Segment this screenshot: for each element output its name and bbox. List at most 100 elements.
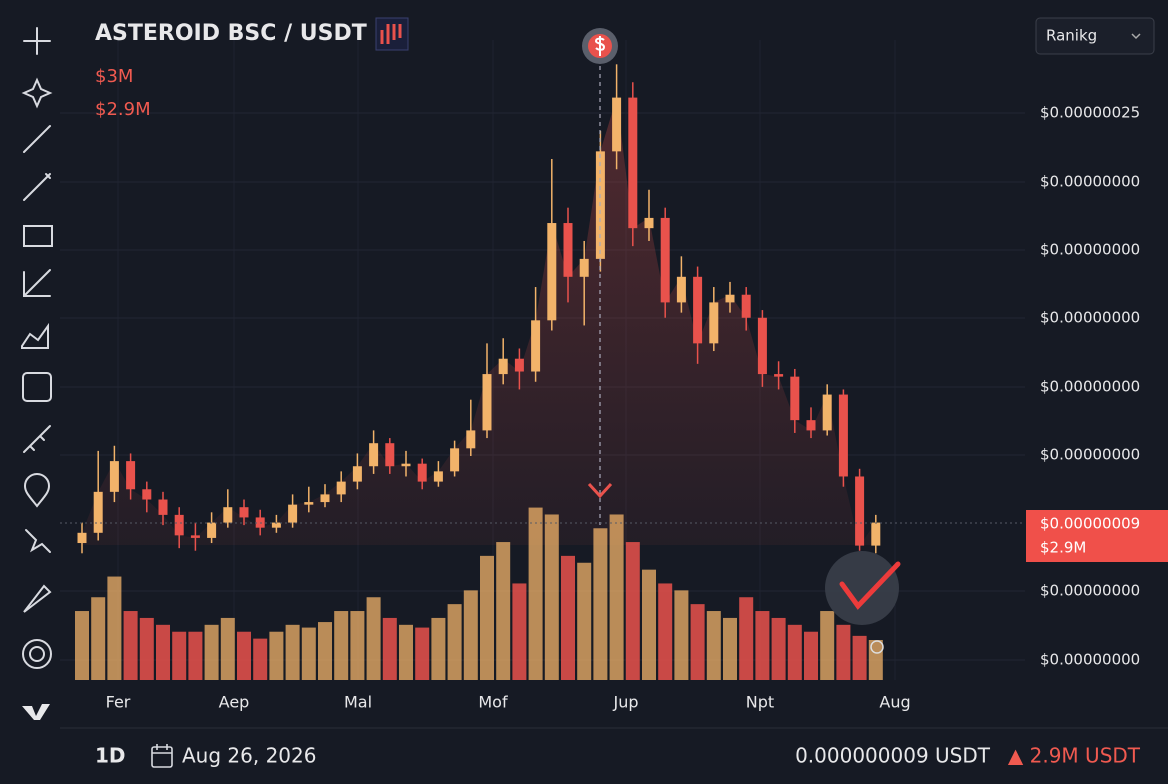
candle-body bbox=[531, 320, 541, 372]
interval[interactable]: 1D bbox=[95, 744, 126, 768]
prediction-tool[interactable] bbox=[22, 372, 52, 402]
volume-bar bbox=[771, 617, 786, 680]
stat: $3M bbox=[95, 66, 133, 87]
volume-bar bbox=[463, 590, 478, 680]
pattern-tool[interactable] bbox=[21, 322, 49, 349]
candle-body bbox=[223, 507, 233, 523]
time-label: Jup bbox=[612, 693, 638, 712]
candle-body bbox=[304, 502, 314, 505]
candle-body bbox=[660, 217, 670, 303]
candle-body bbox=[855, 476, 865, 546]
volume-bar bbox=[625, 542, 640, 680]
volume-bar bbox=[593, 528, 608, 680]
price-label: $0.00000000 bbox=[1040, 446, 1140, 464]
volume-bar bbox=[172, 631, 187, 680]
volume-bar bbox=[755, 611, 770, 680]
candle-body bbox=[547, 223, 557, 321]
candle-body bbox=[385, 443, 395, 467]
time-label: Mof bbox=[478, 693, 508, 712]
measure-tool[interactable] bbox=[23, 425, 51, 453]
candle-body bbox=[871, 522, 881, 546]
candle-body bbox=[498, 358, 508, 375]
sell-marker bbox=[587, 482, 613, 499]
trend-line-tool[interactable] bbox=[23, 125, 51, 153]
settings-tool-inner bbox=[29, 646, 45, 662]
candle-body bbox=[142, 489, 152, 500]
calendar-icon bbox=[151, 744, 173, 768]
price-label: $0.00000000 bbox=[1040, 309, 1140, 327]
volume-bar bbox=[431, 617, 446, 680]
volume-bar bbox=[447, 604, 462, 680]
candle-body bbox=[433, 471, 443, 482]
ray-tool[interactable] bbox=[23, 173, 51, 201]
dropdown[interactable] bbox=[1035, 17, 1155, 55]
volume-bar bbox=[658, 583, 673, 680]
magic-tool[interactable] bbox=[21, 77, 53, 109]
logo bbox=[22, 704, 50, 720]
price-label: $0.00000000 bbox=[1040, 173, 1140, 191]
time-label: Aep bbox=[219, 693, 250, 712]
rectangle-tool[interactable] bbox=[23, 225, 53, 247]
volume-bar bbox=[836, 624, 851, 680]
settings-tool[interactable] bbox=[22, 639, 52, 669]
candle-body bbox=[693, 276, 703, 344]
pair-title: ASTEROID BSC / USDT bbox=[95, 21, 367, 46]
volume-bar bbox=[544, 514, 559, 680]
volume-bar bbox=[528, 507, 543, 680]
volume-bar bbox=[253, 638, 268, 680]
volume-bar bbox=[820, 611, 835, 680]
candle-body bbox=[93, 491, 103, 533]
volume-bar bbox=[496, 542, 511, 680]
volume-bar bbox=[561, 555, 575, 680]
volume-bar bbox=[123, 611, 138, 680]
peak-badge-glyph bbox=[594, 36, 606, 56]
volume-bar bbox=[480, 555, 494, 680]
candle-body bbox=[628, 97, 638, 229]
candle-body bbox=[838, 394, 848, 477]
candle-body bbox=[822, 394, 832, 431]
footer-price: 0.000000009 USDT bbox=[795, 744, 991, 768]
candle-body bbox=[288, 504, 298, 523]
volume-bar bbox=[350, 611, 365, 680]
dropdown-chevron bbox=[1131, 33, 1141, 40]
volume-bar bbox=[318, 622, 332, 680]
chart-area bbox=[60, 28, 1025, 680]
time-label: Fer bbox=[106, 693, 131, 712]
price-label: $0.00000000 bbox=[1040, 241, 1140, 259]
price-label: $0.00000000 bbox=[1040, 582, 1140, 600]
volume-bar bbox=[91, 597, 106, 680]
candle-body bbox=[271, 522, 281, 528]
volume-bar bbox=[674, 590, 689, 680]
marker-tool[interactable] bbox=[23, 473, 51, 508]
candle-body bbox=[774, 374, 784, 377]
stat: $2.9M bbox=[95, 99, 151, 120]
eraser-tool[interactable] bbox=[23, 584, 52, 613]
candle-body bbox=[676, 276, 686, 303]
candle-body bbox=[790, 376, 800, 421]
crosshair-tool[interactable] bbox=[23, 27, 51, 55]
candle-body bbox=[514, 358, 524, 372]
volume-bar bbox=[804, 631, 818, 680]
volume-bar bbox=[204, 624, 219, 680]
candle-body bbox=[126, 461, 136, 490]
volume-bar bbox=[690, 604, 705, 680]
volume-bar bbox=[220, 617, 235, 680]
brush-tool[interactable] bbox=[25, 529, 51, 553]
fib-tool[interactable] bbox=[23, 269, 51, 297]
price-label: $0.00000000 bbox=[1040, 651, 1140, 669]
price-area bbox=[82, 97, 876, 546]
volume-bar bbox=[706, 611, 721, 680]
volume-bar bbox=[75, 611, 89, 680]
volume-bar bbox=[577, 562, 592, 680]
candle-body bbox=[612, 97, 622, 152]
candle-body bbox=[482, 374, 492, 431]
footer-change: ▲ 2.9M USDT bbox=[1008, 744, 1141, 768]
volume-bar bbox=[609, 514, 624, 680]
price-label: $0.00000025 bbox=[1040, 104, 1140, 122]
volume-bar bbox=[269, 631, 284, 680]
volume-bar bbox=[237, 631, 251, 680]
volume-bar bbox=[156, 624, 170, 680]
candle-body bbox=[352, 466, 362, 482]
candle-body bbox=[336, 481, 346, 495]
candle-body bbox=[207, 522, 217, 538]
